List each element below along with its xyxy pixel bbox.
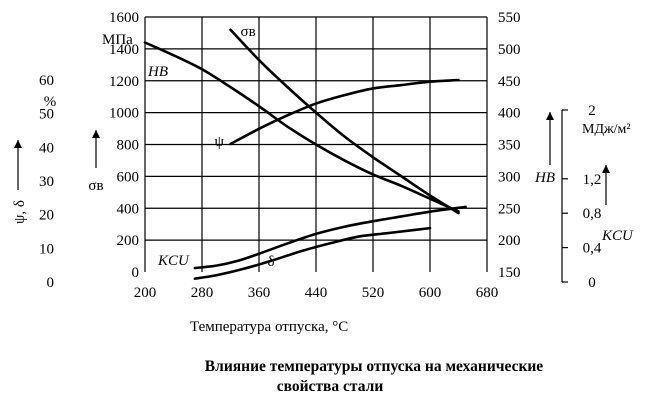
sigma-arrow-head [92, 130, 100, 138]
psi-delta-tick-label: 0 [47, 275, 55, 291]
caption-line-1: Влияние температуры отпуска на механичес… [205, 358, 544, 375]
curve-labels: σв HB ψ δ KCU [147, 24, 275, 270]
psi-delta-arrow-head [14, 140, 22, 148]
psi-delta-tick-label: 60 [39, 73, 54, 89]
sigma-tick-label: 0 [132, 265, 140, 281]
sigma-unit-label: МПа [102, 32, 133, 48]
hb-tick-label: 450 [498, 74, 521, 90]
kcu-tick-label: 0,8 [583, 206, 602, 222]
kcu-tick-label: 0,4 [583, 241, 602, 257]
curve-label: KCU [157, 253, 190, 269]
hb-tick-label: 150 [498, 265, 521, 281]
psi-delta-unit-label: % [44, 94, 57, 110]
curve-label: σв [241, 24, 256, 40]
kcu-tick-label: 1,2 [583, 172, 602, 188]
kcu-axis-symbol: KCU [601, 228, 634, 244]
hb-axis-symbol: HB [534, 170, 555, 186]
sigma-tick-label: 600 [117, 169, 140, 185]
sigma-tick-label: 1400 [109, 42, 139, 58]
x-tick-label: 520 [362, 285, 385, 301]
curve-label: ψ [215, 134, 225, 150]
kcu-tick-label: 0 [588, 275, 596, 291]
sigma-tick-label: 1200 [109, 74, 139, 90]
hb-tick-label: 400 [498, 106, 521, 122]
psi-delta-tick-label: 50 [39, 107, 54, 123]
caption-line-2: свойства стали [277, 378, 384, 395]
series-line-ψ [229, 78, 460, 146]
x-tick-label: 280 [191, 285, 214, 301]
curve-label: δ [268, 254, 275, 270]
psi-delta-tick-label: 10 [39, 241, 54, 257]
x-tick-label: 680 [476, 285, 499, 301]
hb-tick-label: 250 [498, 201, 521, 217]
hb-arrow-head [546, 112, 554, 120]
hb-tick-label: 300 [498, 169, 521, 185]
kcu-unit-label: МДж/м² [582, 122, 631, 137]
curve-label: HB [147, 64, 168, 80]
x-tick-label: 360 [248, 285, 271, 301]
hb-tick-label: 200 [498, 233, 521, 249]
axis-labels: МПа% МДж/м² σв ψ, δ HB KCU Температура отпуска… [12, 32, 634, 335]
series-line-σв [229, 28, 460, 215]
hb-tick-label: 500 [498, 42, 521, 58]
kcu-tick-label: 2 [588, 103, 596, 119]
tick-labels: 200 280 360 440 520 600 6800200400600800100012… [39, 10, 602, 301]
curves [143, 28, 467, 280]
psi-delta-tick-label: 20 [39, 208, 54, 224]
psi-delta-tick-label: 30 [39, 174, 54, 190]
x-tick-label: 440 [305, 285, 328, 301]
sigma-axis-symbol: σв [88, 178, 103, 194]
psi-delta-tick-label: 40 [39, 140, 54, 156]
x-tick-label: 200 [134, 285, 157, 301]
sigma-tick-label: 1600 [109, 10, 139, 26]
series-line-KCU [193, 205, 467, 270]
series-line-δ [193, 226, 432, 280]
series-line-HB [143, 41, 460, 213]
sigma-tick-label: 1000 [109, 106, 139, 122]
hb-tick-label: 550 [498, 10, 521, 26]
sigma-tick-label: 200 [117, 233, 140, 249]
x-tick-label: 600 [419, 285, 442, 301]
sigma-tick-label: 800 [117, 138, 140, 154]
hb-tick-label: 350 [498, 138, 521, 154]
sigma-tick-label: 400 [117, 201, 140, 217]
psi-delta-axis-symbol: ψ, δ [12, 200, 28, 224]
kcu-arrow-head [602, 165, 610, 173]
x-axis-label: Температура отпуска, °C [190, 319, 348, 335]
